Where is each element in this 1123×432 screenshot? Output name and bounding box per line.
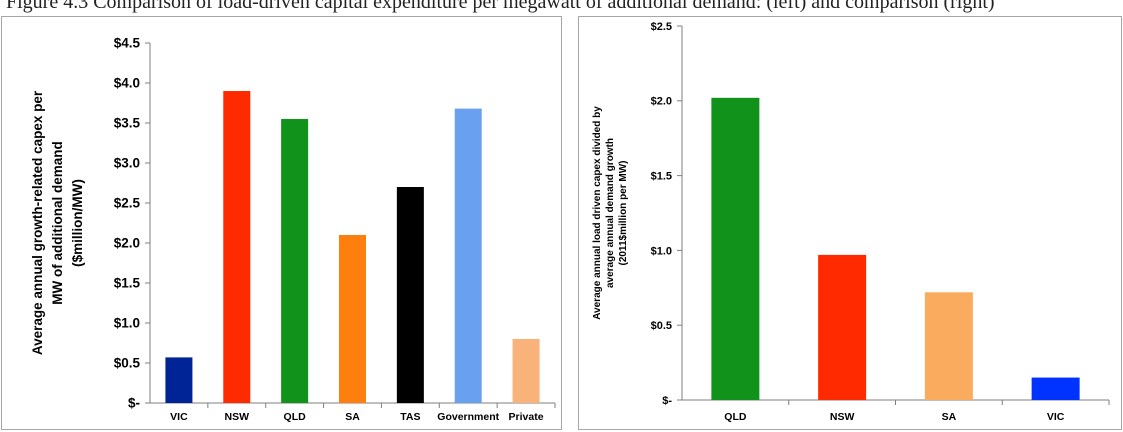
y-tick-label: $3.0	[114, 156, 140, 171]
y-tick-label: $4.0	[114, 76, 140, 91]
y-tick-label: $2.0	[114, 236, 140, 251]
x-tick-label-vic: VIC	[1047, 411, 1065, 423]
x-tick-label-vic: VIC	[170, 411, 188, 423]
y-tick-label: $1.0	[114, 316, 140, 331]
x-tick-label-tas: TAS	[400, 411, 420, 423]
x-tick-label-qld: QLD	[284, 411, 307, 423]
x-tick-label-qld: QLD	[724, 411, 747, 423]
x-tick-label-government: Government	[437, 411, 499, 423]
y-axis-title-line: average annual demand growth	[605, 138, 616, 288]
bar-sa	[924, 292, 973, 400]
bar-tas	[396, 187, 424, 403]
bar-qld	[711, 97, 760, 401]
y-tick-label: $2.0	[651, 96, 672, 108]
x-tick-label-private: Private	[509, 411, 544, 423]
y-tick-label: $3.5	[114, 116, 141, 131]
y-tick-label: $1.5	[114, 276, 141, 291]
right-chart-panel: $- $0.5 $1.0 $1.5 $2.0 $2.5 QLD NSW SA VIC Average…	[578, 16, 1122, 430]
figure-caption: Figure 4.3 Comparison of load-driven cap…	[6, 0, 995, 13]
y-tick-label: $1.0	[651, 245, 672, 257]
y-tick-label: $-	[128, 396, 140, 411]
y-axis-title-line: ($million/MW)	[70, 179, 85, 267]
y-tick-label: $0.5	[114, 356, 141, 371]
y-tick-label: $1.5	[651, 170, 672, 182]
x-tick-label-sa: SA	[345, 411, 360, 423]
right-bar-chart: $- $0.5 $1.0 $1.5 $2.0 $2.5 QLD NSW SA VIC Average…	[592, 21, 1110, 423]
bar-nsw	[223, 91, 251, 403]
x-tick-label-nsw: NSW	[830, 411, 855, 423]
bar-private	[512, 339, 540, 403]
y-tick-label: $-	[662, 395, 672, 407]
bar-government	[454, 108, 482, 403]
y-axis-title-line: Average annual load driven capex divided…	[592, 106, 603, 320]
bar-vic	[1031, 377, 1080, 400]
y-axis-title-line: Average annual growth-related capex per	[30, 90, 45, 355]
left-chart-panel: $- $0.5 $1.0 $1.5 $2.0 $2.5 $3.0 $3.5 $4.0 $4.5 VI…	[1, 16, 562, 430]
y-tick-label: $2.5	[651, 21, 672, 33]
y-axis-title-line: (2011$million per MW)	[618, 160, 629, 265]
left-bar-chart: $- $0.5 $1.0 $1.5 $2.0 $2.5 $3.0 $3.5 $4.0 $4.5 VI…	[30, 36, 556, 423]
x-tick-label-sa: SA	[942, 411, 957, 423]
y-tick-label: $0.5	[651, 320, 672, 332]
bar-nsw	[818, 254, 867, 400]
x-tick-label-nsw: NSW	[225, 411, 250, 423]
bar-vic	[165, 357, 193, 403]
y-tick-label: $4.5	[114, 36, 141, 51]
figure-caption-strip: Figure 4.3 Comparison of load-driven cap…	[0, 0, 1123, 16]
bar-sa	[339, 235, 366, 403]
bar-qld	[281, 119, 309, 403]
y-tick-label: $2.5	[114, 196, 141, 211]
y-axis-title-line: MW of additional demand	[50, 141, 65, 305]
